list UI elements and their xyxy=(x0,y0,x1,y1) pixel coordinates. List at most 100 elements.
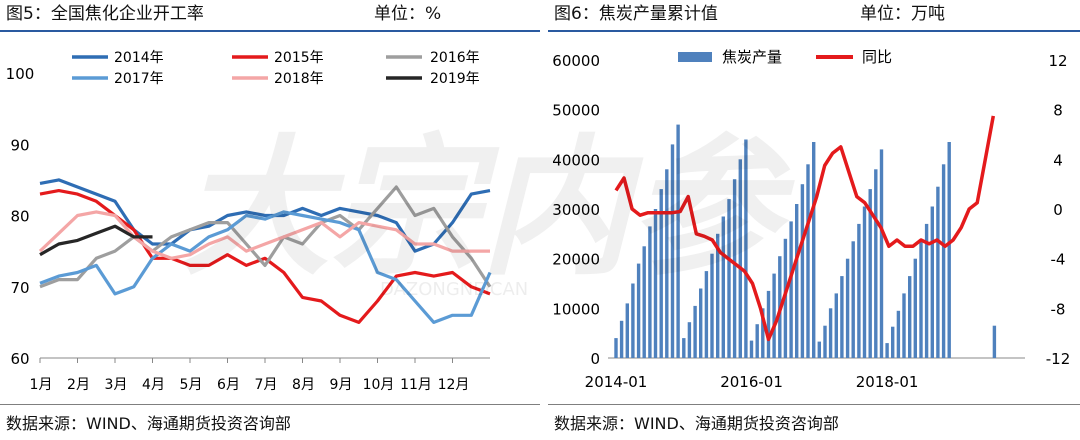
left-x-tick-11: 12月 xyxy=(438,377,470,393)
right-header: 图6：焦炭产量累计值 单位：万吨 xyxy=(548,0,1080,30)
left-chart-panel: 图5：全国焦化企业开工率 单位：% 60 70 80 90 100 1月 2月 3月 4月 5月 6… xyxy=(0,0,540,433)
right-bar xyxy=(896,310,901,358)
right-bar xyxy=(716,233,720,358)
right-bar xyxy=(761,308,765,358)
right-y-left-tick-6: 60000 xyxy=(552,52,600,70)
right-bar xyxy=(704,271,709,358)
right-y-right-tick-5: 8 xyxy=(1053,102,1063,120)
right-y-left-tick-1: 10000 xyxy=(552,300,600,318)
right-bar xyxy=(766,290,771,358)
left-series-line-5 xyxy=(39,224,153,257)
right-bar xyxy=(800,184,805,358)
left-legend-label-4: 2018年 xyxy=(274,71,324,87)
left-series-line-2 xyxy=(39,185,492,289)
left-y-tick-3: 90 xyxy=(10,136,29,154)
right-bar xyxy=(862,206,867,358)
right-y-left-tick-4: 40000 xyxy=(552,151,600,169)
right-bar xyxy=(665,169,669,358)
right-bar xyxy=(879,149,884,358)
right-legend-line-label: 同比 xyxy=(862,48,892,66)
right-bar xyxy=(653,209,658,358)
right-bar xyxy=(840,276,844,358)
right-top-rule xyxy=(548,30,1080,32)
left-legend-label-0: 2014年 xyxy=(114,50,164,66)
right-chart-unit: 单位：万吨 xyxy=(860,4,945,24)
left-x-tick-5: 6月 xyxy=(217,377,240,393)
right-y-left-tick-3: 30000 xyxy=(552,201,600,219)
right-bar xyxy=(789,221,793,358)
left-x-tick-3: 4月 xyxy=(142,377,165,393)
right-bar xyxy=(614,338,618,358)
left-y-tick-1: 70 xyxy=(10,279,29,297)
left-legend-label-1: 2015年 xyxy=(274,50,324,66)
right-bar xyxy=(642,246,646,359)
right-y-right-tick-0: -12 xyxy=(1046,350,1071,368)
right-bar xyxy=(947,142,951,358)
right-x-tick-0: 2014-01 xyxy=(585,373,648,391)
right-bar xyxy=(845,258,850,358)
right-bar xyxy=(625,303,629,358)
right-bar xyxy=(806,164,810,358)
right-y-left-tick-0: 0 xyxy=(590,350,600,368)
left-x-tick-0: 1月 xyxy=(30,377,53,393)
left-legend-label-5: 2019年 xyxy=(430,71,480,87)
left-chart-unit: 单位：% xyxy=(374,4,442,24)
right-bar xyxy=(874,169,878,358)
right-bar xyxy=(851,241,855,358)
left-x-tick-6: 7月 xyxy=(255,377,278,393)
right-y-right-tick-2: -4 xyxy=(1051,251,1066,269)
right-x-tick-1: 2016-01 xyxy=(720,373,783,391)
right-bar xyxy=(755,324,759,358)
right-bar xyxy=(868,189,872,358)
right-bar xyxy=(749,340,754,358)
right-y-right-tick-3: 0 xyxy=(1053,201,1063,219)
right-bar xyxy=(727,199,731,358)
left-x-tick-1: 2月 xyxy=(67,377,90,393)
left-x-tick-10: 11月 xyxy=(400,377,432,393)
right-bar xyxy=(913,258,917,358)
right-bottom-rule xyxy=(548,404,1080,405)
left-line-chart: 60 70 80 90 100 1月 2月 3月 4月 5月 6月 7月 8月 9月 10月 11月 12月 20… xyxy=(6,50,492,393)
left-chart-title: 图5：全国焦化企业开工率 xyxy=(6,4,204,24)
left-bottom-rule xyxy=(0,404,540,405)
left-series-line-4 xyxy=(38,210,490,260)
right-y-right-tick-4: 4 xyxy=(1053,151,1063,169)
right-bar xyxy=(936,186,940,358)
right-bar xyxy=(744,139,748,358)
left-x-tick-7: 8月 xyxy=(292,377,315,393)
right-bar xyxy=(908,276,912,358)
left-header: 图5：全国焦化企业开工率 单位：% xyxy=(0,0,540,30)
right-bar xyxy=(699,288,703,358)
right-bar xyxy=(828,308,833,358)
right-bar xyxy=(924,223,929,358)
right-bar xyxy=(648,226,652,358)
left-legend-label-3: 2017年 xyxy=(114,71,164,87)
right-x-tick-2: 2018-01 xyxy=(856,373,919,391)
left-top-rule xyxy=(0,30,540,32)
right-bar xyxy=(659,189,663,358)
right-bar xyxy=(919,241,923,358)
left-x-tick-9: 10月 xyxy=(363,377,395,393)
left-x-tick-2: 3月 xyxy=(105,377,128,393)
right-bar xyxy=(885,343,889,358)
right-y-left-tick-2: 20000 xyxy=(552,251,600,269)
right-bar-line-chart: 0 10000 20000 30000 40000 50000 60000 -12 -8 -4 0 4… xyxy=(552,48,1071,391)
left-series-line-0 xyxy=(39,178,491,253)
right-bar xyxy=(732,179,737,358)
left-series-line-1 xyxy=(39,189,491,324)
right-bar xyxy=(721,216,725,358)
left-y-tick-4: 100 xyxy=(6,65,35,83)
right-bar xyxy=(682,338,686,358)
right-source-note: 数据来源：WIND、海通期货投资咨询部 xyxy=(554,414,839,433)
right-y-left-tick-5: 50000 xyxy=(552,102,600,120)
right-bar xyxy=(693,305,697,358)
right-bar xyxy=(636,263,641,358)
right-bar xyxy=(710,253,714,358)
right-bar xyxy=(676,124,680,358)
right-bar xyxy=(772,273,776,358)
right-bar xyxy=(857,223,861,358)
right-bar xyxy=(812,142,816,358)
left-y-tick-2: 80 xyxy=(10,208,29,226)
right-bar xyxy=(738,159,742,358)
right-chart-title: 图6：焦炭产量累计值 xyxy=(554,4,718,24)
